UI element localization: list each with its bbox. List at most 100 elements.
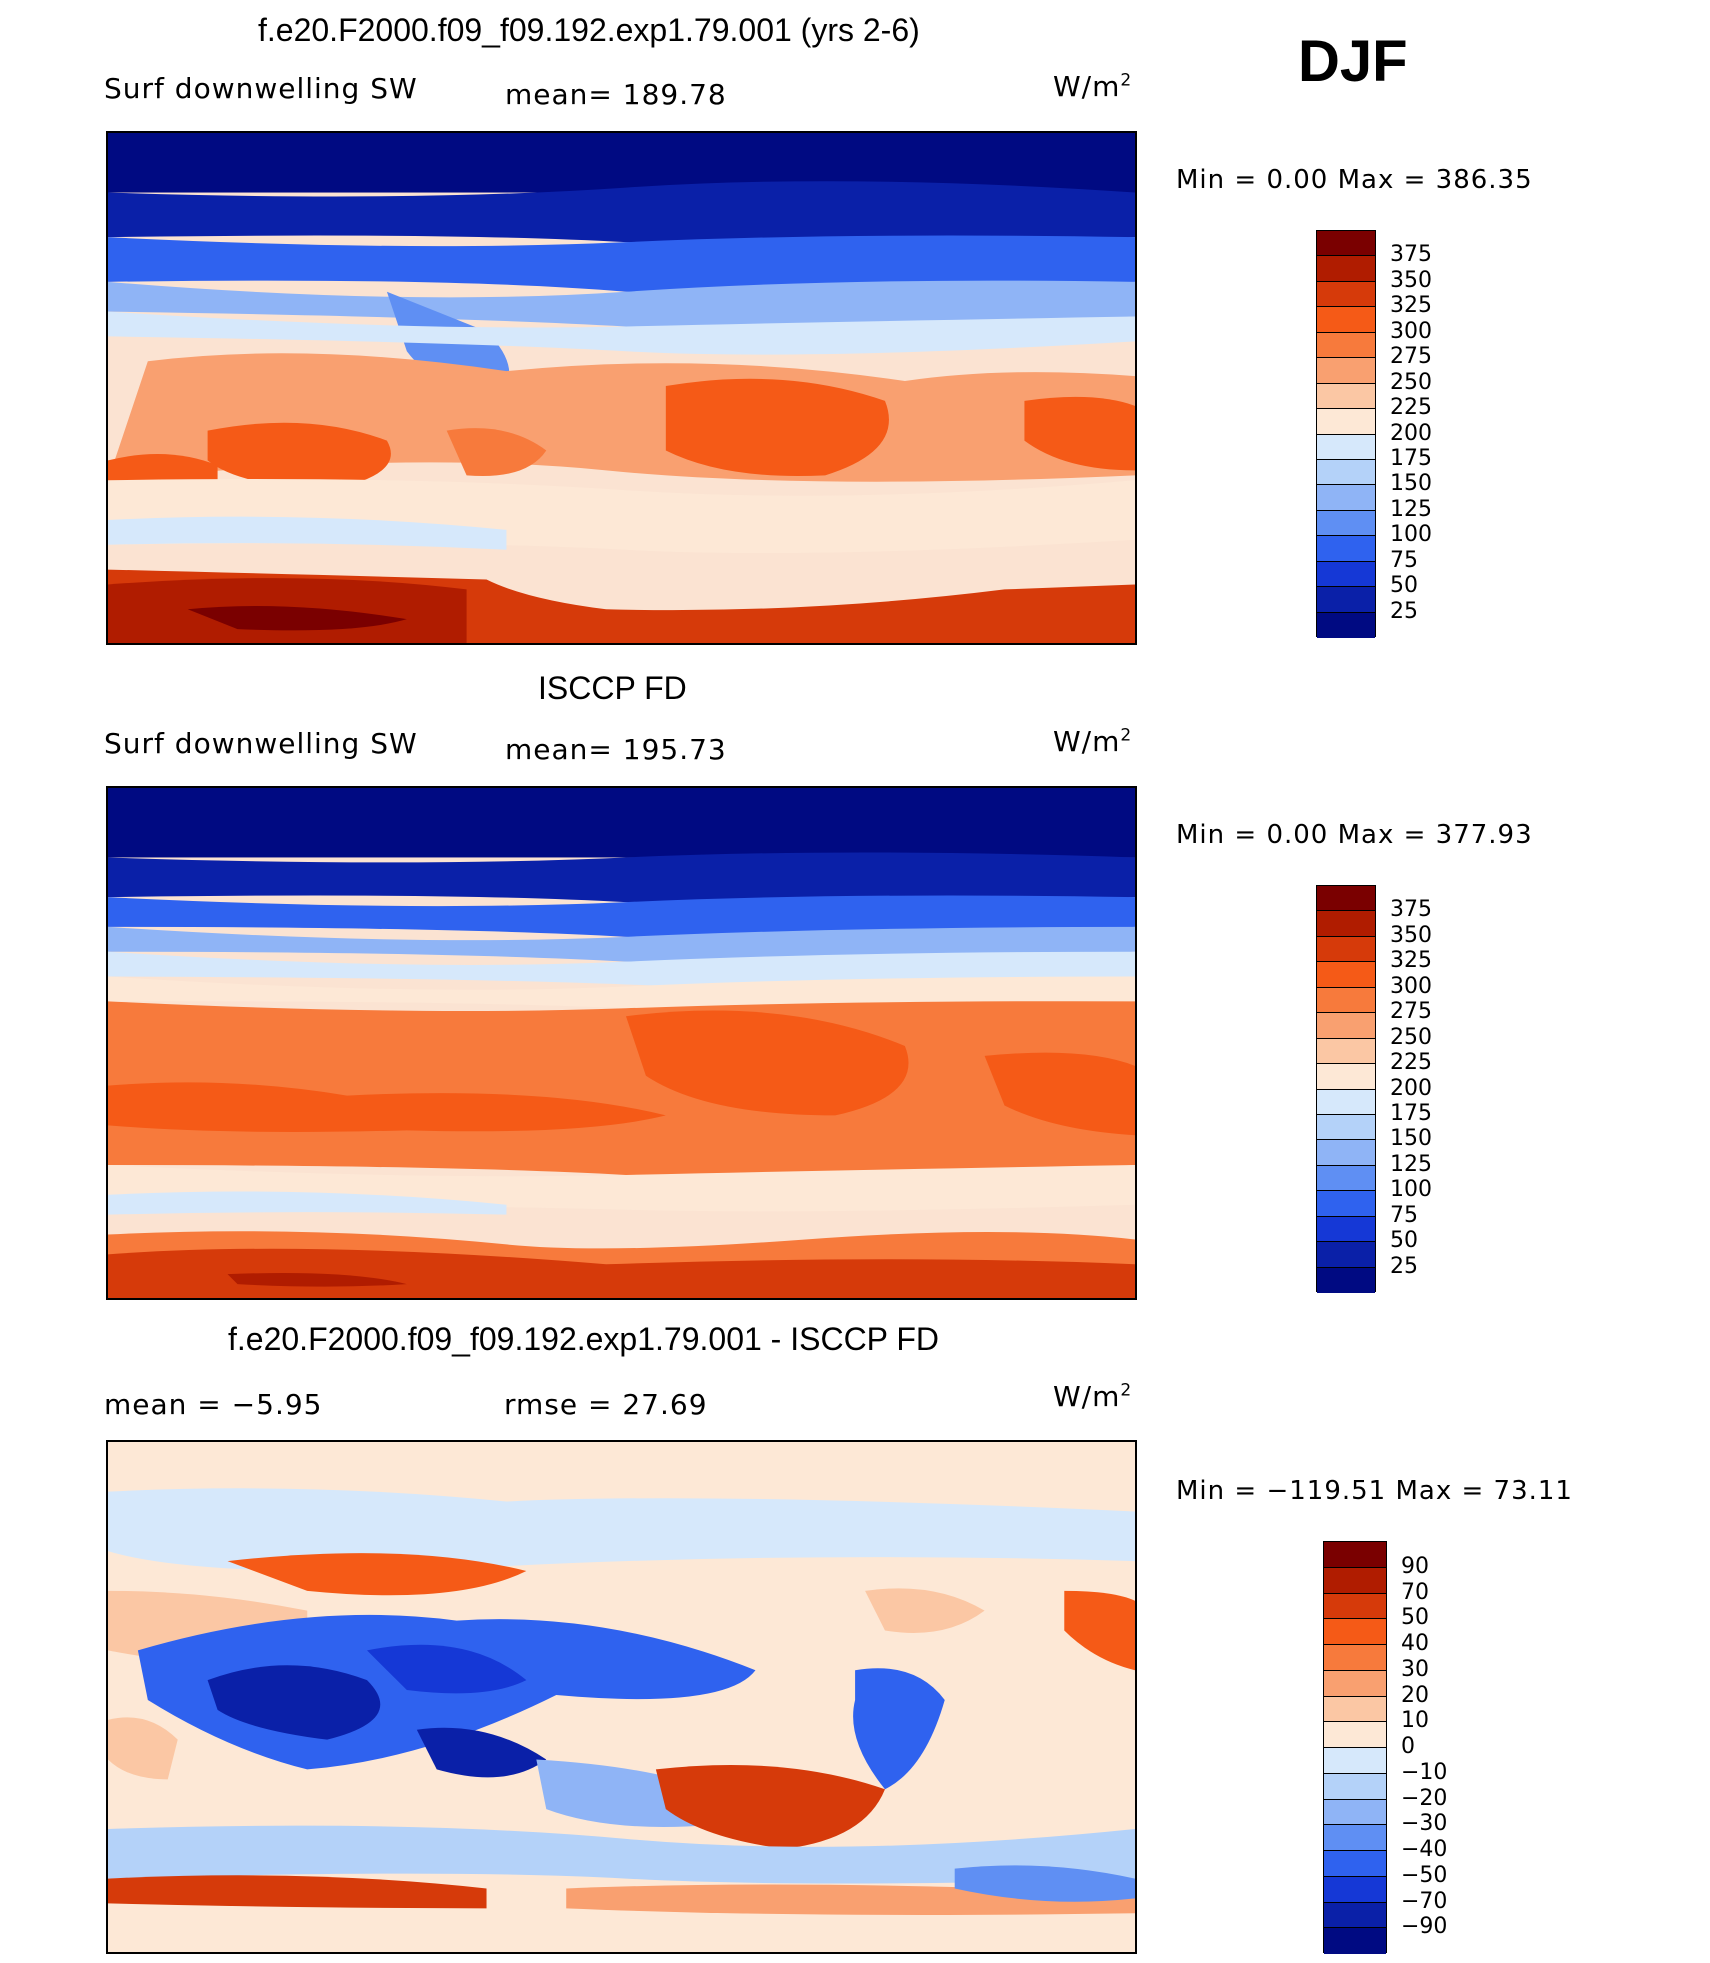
colorbar-tick-label: 350: [1390, 267, 1432, 293]
colorbar-swatch: [1324, 1825, 1386, 1851]
colorbar-tick-label: 325: [1390, 948, 1432, 974]
colorbar-swatch: [1317, 332, 1375, 359]
colorbar-tick-label: 70: [1401, 1579, 1429, 1605]
colorbar-tick-label: 300: [1390, 318, 1432, 344]
panel1-variable: Surf downwelling SW: [104, 72, 418, 105]
panel1-map: [106, 131, 1137, 645]
colorbar-swatch: [1324, 1799, 1386, 1826]
colorbar-tick-label: 50: [1390, 1228, 1418, 1254]
panel2-colorbar: [1316, 885, 1376, 1293]
panel1-mean: mean= 189.78: [505, 78, 727, 111]
panel1-field: [108, 133, 1135, 643]
panel1-title: f.e20.F2000.f09_f09.192.exp1.79.001 (yrs…: [258, 12, 920, 48]
colorbar-tick-label: 375: [1390, 242, 1432, 268]
colorbar-tick-label: 50: [1401, 1605, 1429, 1631]
colorbar-swatch: [1324, 1567, 1386, 1594]
colorbar-swatch: [1324, 1902, 1386, 1929]
colorbar-swatch: [1324, 1876, 1386, 1903]
colorbar-swatch: [1324, 1670, 1386, 1697]
colorbar-swatch: [1317, 1089, 1375, 1115]
colorbar-swatch: [1317, 383, 1375, 410]
colorbar-swatch: [1324, 1773, 1386, 1800]
colorbar-swatch: [1317, 886, 1375, 912]
colorbar-swatch: [1317, 1242, 1375, 1268]
panel2-map: [106, 786, 1137, 1300]
panel3-mean: mean = −5.95: [104, 1388, 323, 1421]
colorbar-swatch: [1317, 434, 1375, 460]
colorbar-swatch: [1324, 1696, 1386, 1723]
colorbar-swatch: [1317, 561, 1375, 588]
panel1-minmax: Min = 0.00 Max = 386.35: [1176, 165, 1533, 195]
colorbar-swatch: [1317, 911, 1375, 937]
colorbar-tick-label: −30: [1401, 1811, 1448, 1837]
colorbar-swatch: [1317, 510, 1375, 537]
colorbar-tick-label: 10: [1401, 1708, 1429, 1734]
colorbar-swatch: [1317, 587, 1375, 613]
colorbar-swatch: [1317, 409, 1375, 435]
colorbar-swatch: [1317, 1013, 1375, 1039]
colorbar-tick-label: 40: [1401, 1631, 1429, 1656]
colorbar-swatch: [1317, 962, 1375, 988]
colorbar-tick-label: −70: [1401, 1888, 1448, 1914]
colorbar-swatch: [1317, 536, 1375, 562]
colorbar-tick-label: 150: [1390, 471, 1432, 497]
colorbar-tick-label: 50: [1390, 573, 1418, 599]
season-label: DJF: [1298, 29, 1408, 94]
colorbar-tick-label: 350: [1390, 922, 1432, 948]
colorbar-tick-label: 0: [1401, 1734, 1415, 1759]
colorbar-swatch: [1324, 1722, 1386, 1748]
colorbar-swatch: [1317, 1038, 1375, 1065]
colorbar-swatch: [1324, 1645, 1386, 1671]
colorbar-tick-label: 175: [1390, 1100, 1432, 1126]
colorbar-tick-label: 325: [1390, 293, 1432, 319]
colorbar-tick-label: 250: [1390, 369, 1432, 395]
colorbar-tick-label: 300: [1390, 973, 1432, 999]
colorbar-tick-label: 75: [1390, 547, 1418, 573]
panel2-field: [108, 788, 1135, 1298]
colorbar-tick-label: −40: [1401, 1837, 1448, 1862]
panel3-colorbar: [1323, 1541, 1387, 1954]
colorbar-swatch: [1317, 1114, 1375, 1141]
panel3-map: [106, 1440, 1137, 1954]
colorbar-swatch: [1317, 485, 1375, 511]
colorbar-swatch: [1317, 358, 1375, 384]
colorbar-tick-label: −50: [1401, 1862, 1448, 1888]
colorbar-tick-label: −10: [1401, 1759, 1448, 1785]
colorbar-swatch: [1317, 1165, 1375, 1192]
colorbar-tick-label: 25: [1390, 598, 1418, 624]
colorbar-tick-label: 200: [1390, 1075, 1432, 1101]
panel3-title: f.e20.F2000.f09_f09.192.exp1.79.001 - IS…: [228, 1321, 939, 1357]
colorbar-swatch: [1317, 459, 1375, 486]
colorbar-swatch: [1324, 1593, 1386, 1620]
colorbar-tick-label: 275: [1390, 344, 1432, 370]
colorbar-tick-label: 100: [1390, 1177, 1432, 1203]
colorbar-tick-label: 250: [1390, 1024, 1432, 1050]
colorbar-tick-label: 150: [1390, 1126, 1432, 1152]
colorbar-tick-label: −90: [1401, 1914, 1448, 1940]
panel1-colorbar: [1316, 230, 1376, 638]
colorbar-tick-label: −20: [1401, 1785, 1448, 1811]
colorbar-tick-label: 90: [1401, 1553, 1429, 1579]
colorbar-tick-label: 125: [1390, 1151, 1432, 1177]
colorbar-swatch: [1317, 1267, 1375, 1293]
colorbar-swatch: [1317, 1191, 1375, 1217]
colorbar-tick-label: 175: [1390, 445, 1432, 471]
panel2-title: ISCCP FD: [538, 670, 687, 706]
colorbar-swatch: [1317, 936, 1375, 963]
colorbar-swatch: [1317, 281, 1375, 308]
panel3-minmax: Min = −119.51 Max = 73.11: [1176, 1476, 1573, 1506]
colorbar-swatch: [1317, 307, 1375, 333]
colorbar-swatch: [1324, 1851, 1386, 1877]
colorbar-tick-label: 375: [1390, 897, 1432, 923]
colorbar-tick-label: 200: [1390, 420, 1432, 446]
colorbar-tick-label: 75: [1390, 1202, 1418, 1228]
colorbar-swatch: [1324, 1748, 1386, 1774]
panel2-variable: Surf downwelling SW: [104, 727, 418, 760]
colorbar-swatch: [1317, 1064, 1375, 1090]
colorbar-swatch: [1317, 1140, 1375, 1166]
panel2-minmax: Min = 0.00 Max = 377.93: [1176, 820, 1533, 850]
colorbar-swatch: [1317, 612, 1375, 638]
panel3-rmse: rmse = 27.69: [504, 1388, 708, 1421]
panel3-field: [108, 1442, 1135, 1952]
colorbar-swatch: [1324, 1928, 1386, 1954]
